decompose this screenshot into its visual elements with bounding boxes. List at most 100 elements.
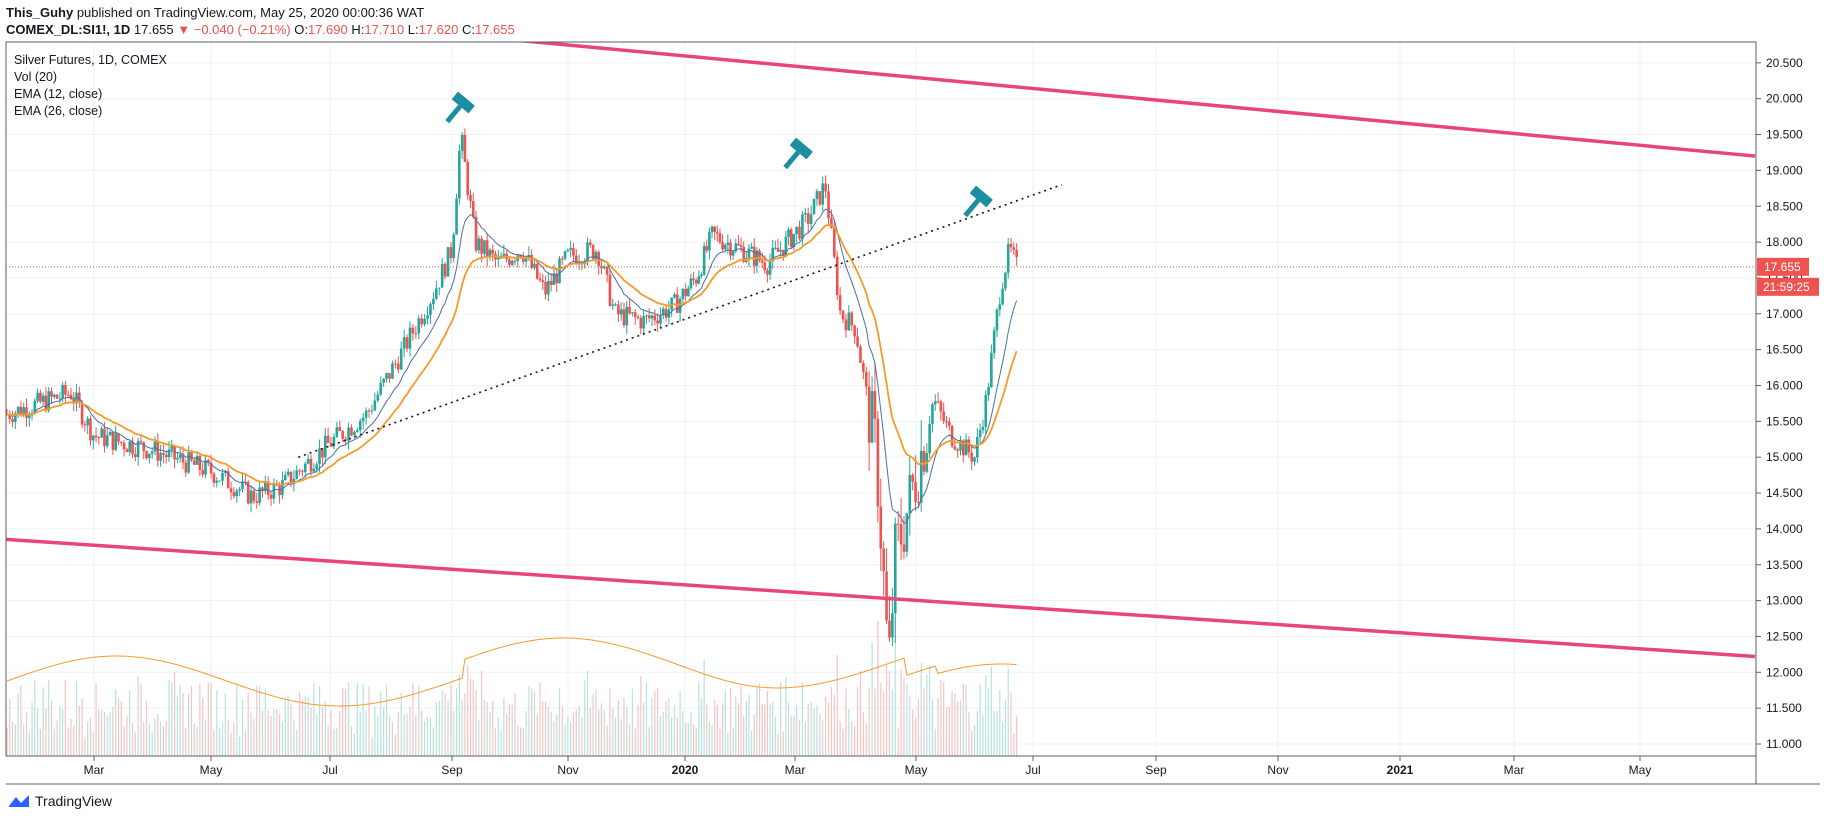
volume-bar: [321, 707, 323, 756]
annotations[interactable]: [439, 91, 993, 223]
candle-body: [218, 480, 221, 482]
author-name[interactable]: This_Guhy: [6, 5, 74, 20]
volume-bar: [700, 697, 703, 756]
volume-bar: [810, 702, 812, 756]
x-tick-label: Mar: [1504, 763, 1525, 777]
x-tick-label: May: [905, 763, 928, 777]
x-tick-label: Mar: [84, 763, 105, 777]
candle-body: [879, 506, 883, 549]
volume-bar: [92, 732, 94, 756]
candle-body: [356, 430, 359, 432]
volume-bar: [475, 690, 477, 756]
candle-body: [204, 460, 207, 475]
candle-body: [119, 441, 123, 443]
volume-bar: [685, 723, 687, 756]
volume-bar: [517, 725, 519, 756]
trend-lines[interactable]: [0, 34, 1756, 659]
volume-bar: [976, 711, 978, 756]
y-tick-label: 14.500: [1766, 486, 1803, 500]
volume-bar: [954, 693, 956, 756]
low-label: L:: [407, 22, 419, 37]
volume-bar: [772, 701, 774, 756]
volume-bar: [737, 703, 740, 756]
volume-bar: [37, 707, 39, 756]
volume-bar: [945, 707, 948, 756]
volume-bar: [241, 699, 244, 756]
candle-body: [396, 363, 400, 370]
candle-body: [309, 458, 313, 472]
volume-bar: [50, 700, 53, 756]
candle-body: [594, 251, 598, 259]
candle-body: [673, 294, 676, 298]
volume-bar: [620, 719, 622, 756]
candle-body: [414, 333, 418, 335]
brand[interactable]: TradingView: [8, 793, 112, 809]
candle-body: [729, 242, 732, 256]
axes: 11.000 11.500 12.000 12.500 13.000 13.500 14.0…: [5, 41, 1820, 785]
volume-bar: [293, 719, 295, 756]
volume-bar: [993, 710, 995, 756]
candle-body: [956, 449, 959, 451]
volume-bar: [943, 681, 945, 756]
volume-bar: [461, 699, 463, 756]
volume-bar: [531, 688, 533, 756]
candle-body: [781, 249, 785, 256]
candle-body: [1009, 243, 1013, 248]
candle-body: [50, 391, 53, 397]
volume-bar: [174, 672, 176, 756]
volume-bar: [862, 712, 864, 756]
volume-bar: [406, 713, 408, 756]
volume-bar: [617, 700, 619, 756]
volume-bar: [544, 701, 547, 756]
candle-body: [574, 255, 578, 264]
volume-bar: [813, 708, 815, 756]
volume-bar: [897, 728, 899, 756]
candle-body: [639, 317, 643, 329]
candle-body: [779, 249, 782, 252]
candle-body: [750, 246, 753, 249]
x-tick-label: Jul: [322, 763, 337, 777]
candle-body: [572, 247, 575, 256]
volume-bar: [129, 689, 131, 756]
candle-body: [678, 298, 682, 313]
candle-body: [605, 266, 609, 275]
volume-bar: [224, 693, 226, 756]
candle-body: [455, 198, 458, 235]
volume-bar: [923, 687, 925, 756]
volume-bar: [748, 694, 750, 756]
candle-body: [739, 245, 743, 247]
y-tick-label: 13.000: [1766, 594, 1803, 608]
candle-body: [902, 544, 906, 552]
volume-bar: [957, 701, 959, 756]
volume-bar: [190, 686, 193, 756]
legend-ema12[interactable]: EMA (12, close): [14, 87, 103, 101]
volume-bar: [106, 715, 108, 756]
candle-body: [159, 453, 162, 461]
volume-bar: [634, 727, 636, 756]
volume-bar: [912, 709, 914, 756]
candle-body: [318, 448, 321, 465]
volume-bar: [492, 700, 494, 756]
candle-body: [382, 378, 385, 383]
legend-ema26[interactable]: EMA (26, close): [14, 104, 103, 118]
candle-body: [656, 320, 659, 324]
volume-bar: [971, 730, 973, 756]
candle-body: [117, 433, 120, 442]
volume-bar: [353, 733, 355, 756]
candle-body: [420, 318, 423, 325]
volume-bar: [628, 724, 631, 756]
candle-body: [264, 481, 267, 492]
volume-bar: [874, 688, 876, 756]
candle-body: [864, 371, 868, 387]
legend-title[interactable]: Silver Futures, 1D, COMEX: [14, 53, 167, 67]
volume-bar: [207, 682, 209, 756]
candle-body: [66, 394, 70, 396]
volume-bar: [151, 732, 153, 756]
legend-vol[interactable]: Vol (20): [14, 70, 58, 84]
candle-body: [108, 432, 112, 436]
candle-body: [622, 309, 626, 326]
candle-body: [806, 213, 810, 225]
volume-bar: [154, 718, 156, 756]
candle-body: [838, 295, 842, 311]
